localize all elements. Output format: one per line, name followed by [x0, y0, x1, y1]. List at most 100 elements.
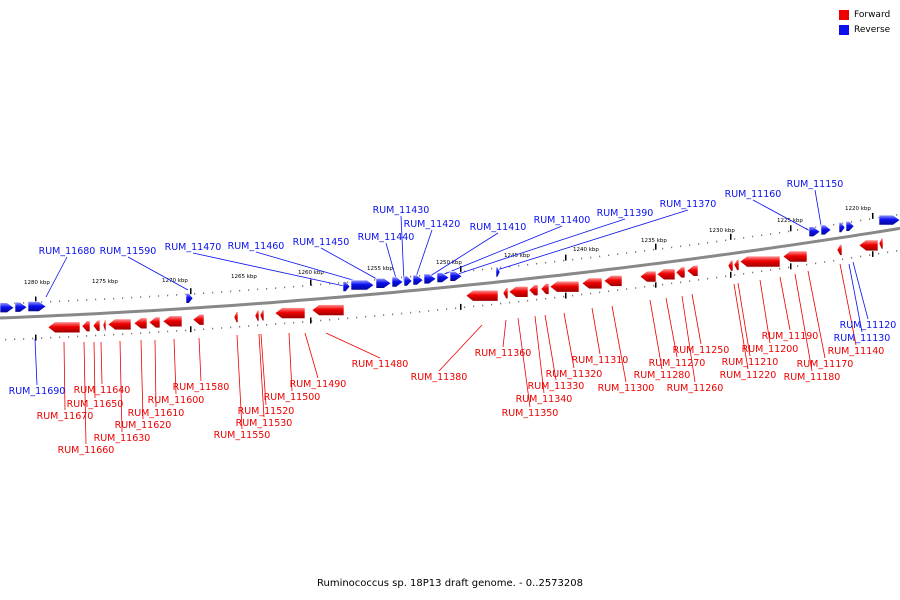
leader-line — [852, 261, 869, 320]
leader-line — [681, 295, 696, 383]
gene-arrow — [739, 255, 781, 268]
gene-label: RUM_11400 — [534, 215, 591, 226]
gene-arrow — [581, 277, 603, 290]
gene-label: RUM_11150 — [787, 179, 844, 190]
gene-arrow — [436, 272, 450, 283]
gene-label: RUM_11650 — [67, 399, 124, 410]
kbp-tick-label: 1280 kbp — [24, 280, 50, 286]
gene-label: RUM_11550 — [214, 430, 271, 441]
leader-line — [807, 270, 826, 359]
gene-arrow — [838, 222, 846, 233]
gene-label: RUM_11670 — [37, 411, 94, 422]
leader-line — [563, 312, 575, 369]
gene-arrow — [133, 317, 148, 330]
gene-arrow — [502, 287, 509, 300]
gene-label: RUM_11160 — [725, 189, 782, 200]
gene-arrow — [92, 319, 101, 332]
gene-label: RUM_11380 — [411, 372, 468, 383]
gene-label: RUM_11270 — [649, 358, 706, 369]
gene-arrow — [782, 250, 808, 263]
leader-line — [93, 341, 96, 399]
leader-line — [100, 341, 103, 385]
gene-arrow — [274, 307, 306, 319]
gene-label: RUM_11460 — [228, 241, 285, 252]
leader-line — [83, 341, 87, 445]
gene-arrow — [808, 226, 821, 237]
gene-arrow — [412, 274, 424, 286]
leader-line — [304, 332, 319, 379]
leader-line — [691, 293, 702, 345]
kbp-tick-label: 1265 kbp — [231, 274, 257, 280]
gene-arrow — [102, 319, 107, 332]
gene-label: RUM_11500 — [264, 392, 321, 403]
gene-arrow — [727, 259, 734, 272]
leader-line — [154, 339, 157, 408]
gene-label: RUM_11370 — [660, 199, 717, 210]
gene-arrow — [686, 264, 699, 277]
leader-line — [502, 319, 507, 348]
gene-label: RUM_11300 — [598, 383, 655, 394]
kbp-tick-label: 1225 kbp — [777, 218, 803, 224]
gene-arrow — [639, 270, 657, 283]
gene-arrow — [375, 277, 392, 289]
gene-label: RUM_11130 — [834, 333, 891, 344]
kbp-tick-label: 1275 kbp — [92, 279, 118, 285]
gene-label: RUM_11590 — [100, 246, 157, 257]
tick-layer: 1280 kbp 1275 kbp 1270 kbp 1265 kbp 1260 kbp… — [5, 206, 898, 341]
gene-label: RUM_11330 — [528, 381, 585, 392]
figure-caption: Ruminococcus sp. 18P13 draft genome. - 0… — [316, 578, 583, 589]
gene-arrow — [528, 284, 539, 297]
leader-line — [192, 252, 345, 287]
gene-arrow — [449, 270, 463, 282]
leader-line — [45, 256, 68, 298]
gene-label: RUM_11310 — [572, 355, 629, 366]
gene-arrow — [47, 321, 81, 334]
leader-line — [119, 340, 123, 433]
gene-label: RUM_11480 — [352, 359, 409, 370]
gene-label: RUM_11410 — [470, 222, 527, 233]
leader-line — [34, 338, 38, 386]
gene-label: RUM_11180 — [784, 372, 841, 383]
gene-arrow — [423, 273, 437, 285]
leader-line — [496, 209, 689, 271]
gene-arrow — [465, 289, 499, 302]
leader-line — [438, 324, 483, 372]
gene-label: RUM_11120 — [840, 320, 897, 331]
gene-arrow — [342, 281, 351, 292]
leader-line — [320, 247, 385, 284]
gene-arrow — [350, 279, 375, 291]
gene-arrow — [675, 266, 686, 279]
gene-label: RUM_11250 — [673, 345, 730, 356]
gene-arrow — [14, 301, 28, 313]
gene-label: RUM_11600 — [148, 395, 205, 406]
gene-arrow — [403, 275, 413, 287]
leader-line — [385, 242, 398, 283]
gene-label: RUM_11320 — [546, 369, 603, 380]
leader-line — [63, 341, 66, 411]
gene-label: RUM_11220 — [720, 370, 777, 381]
gene-arrow — [495, 266, 501, 278]
leader-line — [779, 276, 791, 331]
leader-line — [665, 297, 678, 358]
gene-arrow — [81, 320, 91, 333]
gene-label: RUM_11640 — [74, 385, 131, 396]
gene-label: RUM_11630 — [94, 433, 151, 444]
gene-arrow — [391, 276, 404, 288]
leader-line — [848, 263, 863, 333]
gene-arrow — [845, 221, 855, 232]
gene-arrow — [259, 309, 265, 322]
gene-arrow — [185, 292, 194, 304]
gene-label: RUM_11140 — [828, 346, 885, 357]
legend-forward-label: Forward — [854, 10, 891, 20]
leader-line — [400, 215, 405, 283]
kbp-tick-label: 1220 kbp — [845, 206, 871, 212]
kbp-tick-label: 1255 kbp — [367, 266, 393, 272]
gene-label: RUM_11420 — [404, 219, 461, 230]
leader-line — [140, 339, 144, 420]
gene-arrow — [148, 316, 161, 329]
leader-line — [534, 315, 545, 394]
leader-line — [591, 307, 601, 355]
gene-arrow — [107, 318, 132, 331]
gene-arrow — [254, 309, 260, 322]
